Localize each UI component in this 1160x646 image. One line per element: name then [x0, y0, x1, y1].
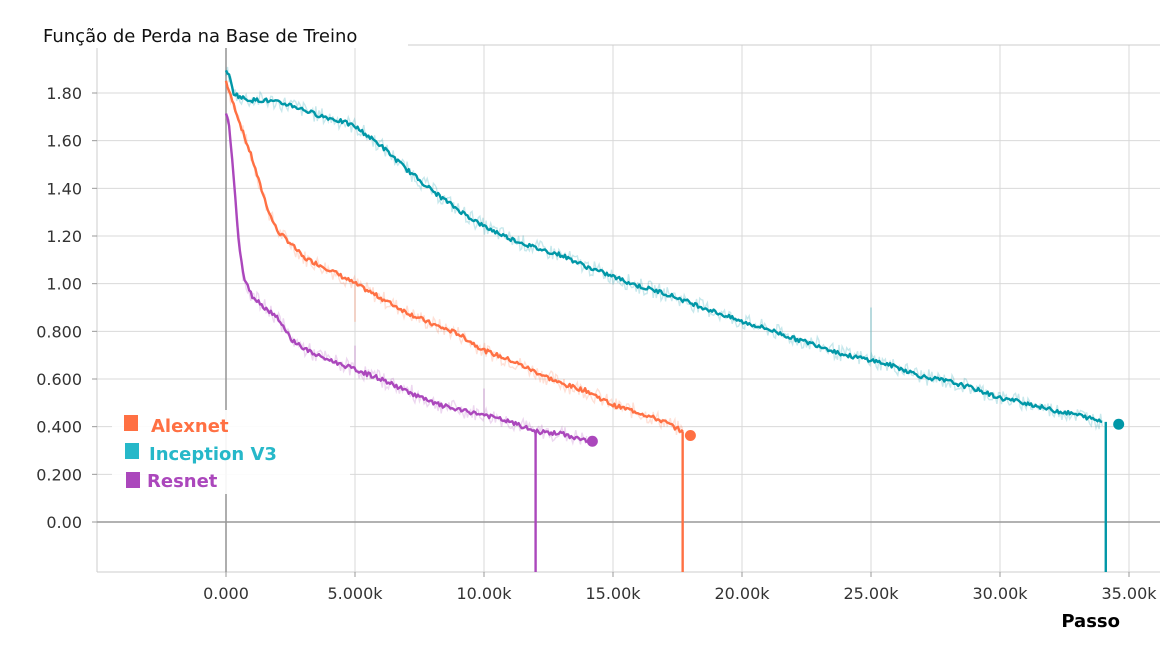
x-axis-label: Passo	[1061, 611, 1120, 632]
legend: Alexnet Inception V3 Resnet	[124, 415, 277, 492]
y-tick-label: 0.400	[36, 418, 82, 437]
y-tick-label: 1.00	[46, 275, 82, 294]
legend-background	[112, 410, 350, 494]
x-tick-label: 35.00k	[1101, 584, 1157, 603]
series-line	[224, 113, 588, 444]
x-tick-label: 10.00k	[456, 584, 512, 603]
series-end-marker	[1113, 418, 1125, 430]
legend-swatch	[125, 443, 139, 459]
x-tick-label: 20.00k	[714, 584, 770, 603]
x-tick-label: 0.000	[203, 584, 249, 603]
title-background	[30, 18, 408, 48]
chart-title: Função de Perda na Base de Treino	[43, 26, 357, 47]
y-tick-label: 1.40	[46, 179, 82, 198]
series-end-marker	[684, 429, 696, 441]
legend-label: Resnet	[147, 471, 218, 492]
series-end-marker	[586, 435, 598, 447]
series-line	[224, 69, 1103, 423]
x-tick-label: 15.00k	[585, 584, 641, 603]
legend-label: Alexnet	[151, 416, 229, 437]
y-tick-label: 0.800	[36, 322, 82, 341]
y-tick-label: 0.00	[46, 513, 82, 532]
y-tick-label: 0.200	[36, 465, 82, 484]
grid-lines	[96, 44, 1160, 573]
y-tick-label: 1.60	[46, 132, 82, 151]
tick-labels: 0.00 0.200 0.400 0.600 0.800 1.00 1.20 1.40 1.60…	[36, 84, 1157, 603]
y-tick-label: 0.600	[36, 370, 82, 389]
x-tick-label: 25.00k	[843, 584, 899, 603]
series-layer	[224, 66, 1125, 572]
y-tick-label: 1.80	[46, 84, 82, 103]
x-tick-label: 5.000k	[327, 584, 383, 603]
legend-swatch	[126, 472, 140, 488]
series-line	[224, 80, 684, 433]
y-tick-label: 1.20	[46, 227, 82, 246]
legend-label: Inception V3	[149, 444, 277, 465]
legend-swatch	[124, 415, 138, 431]
x-tick-label: 30.00k	[972, 584, 1028, 603]
